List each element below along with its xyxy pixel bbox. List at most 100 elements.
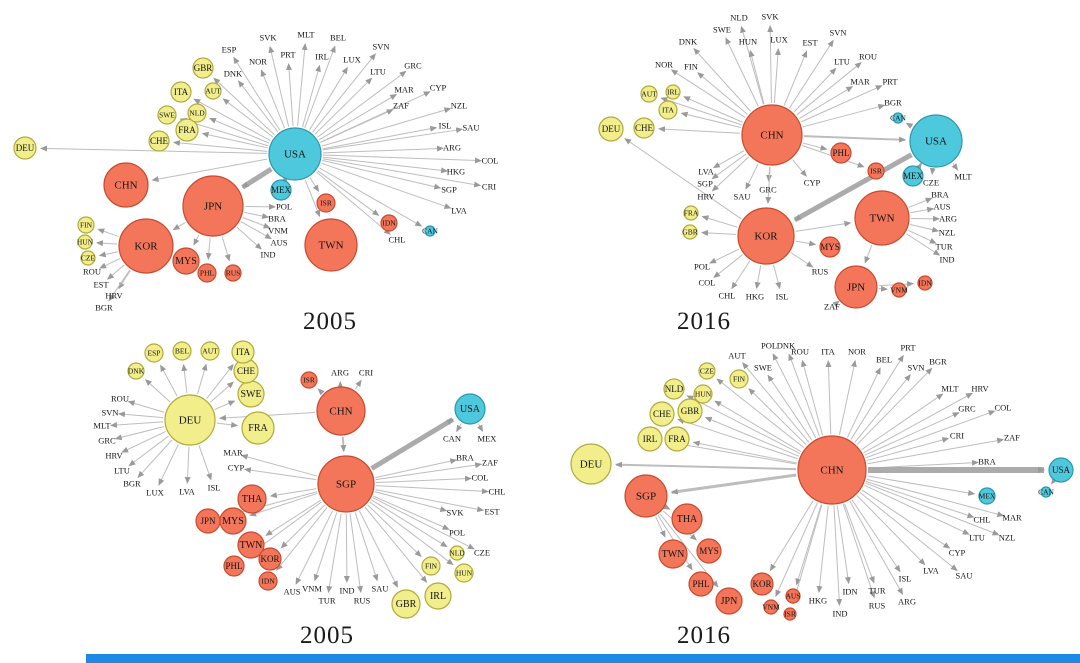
node-top-right-2016-deu: DEU: [598, 116, 624, 142]
node-label: MEX: [903, 171, 924, 181]
node-bottom-left-2005-fin: FIN: [421, 556, 441, 576]
edge-kor-hun: [95, 240, 118, 247]
node-bottom-right-2016-lva: LVA: [923, 566, 939, 576]
edge-deu-dnk: [144, 379, 171, 403]
node-bottom-right-2016-dnk: DNK: [777, 341, 796, 351]
node-label: USA: [460, 404, 481, 415]
node-bottom-right-2016-hrv: HRV: [971, 384, 989, 394]
node-top-right-2016-col: COL: [699, 278, 716, 288]
node-bottom-left-2005-esp: ESP: [144, 343, 164, 363]
node-top-left-2005-fra: FRA: [175, 118, 199, 142]
edge-twn-ind: [906, 233, 941, 256]
node-top-right-2016-jpn: JPN: [834, 265, 878, 309]
node-label: NOR: [848, 347, 866, 357]
node-label: SWE: [240, 389, 261, 400]
node-top-left-2005-gbr: GBR: [192, 57, 214, 79]
edge-chn-sgp: [670, 473, 797, 495]
node-label: SVN: [101, 408, 118, 418]
node-bottom-left-2005-gbr: GBR: [391, 589, 421, 619]
node-label: CHN: [760, 130, 783, 142]
node-label: GRC: [759, 185, 777, 195]
node-bottom-right-2016-svn: SVN: [907, 363, 924, 373]
node-label: AUS: [933, 202, 950, 212]
node-bottom-left-2005-hrv: HRV: [105, 451, 123, 461]
node-label: FRA: [178, 125, 196, 135]
node-label: SWE: [754, 363, 772, 373]
node-label: RUS: [869, 601, 886, 611]
node-label: MEX: [979, 491, 996, 500]
node-label: BRA: [978, 457, 996, 467]
node-label: SVN: [829, 28, 846, 38]
node-label: AUS: [785, 591, 800, 600]
node-bottom-left-2005-bra: BRA: [456, 453, 474, 463]
edge-chn-dnk: [788, 353, 820, 437]
node-top-right-2016-rus: RUS: [812, 267, 829, 277]
node-label: ROU: [83, 267, 101, 277]
node-top-right-2016-arg: ARG: [939, 214, 957, 224]
node-bottom-right-2016-fin: FIN: [729, 369, 749, 389]
node-label: HUN: [77, 237, 94, 246]
node-label: SGP: [336, 479, 356, 491]
node-label: SAU: [462, 123, 479, 133]
node-label: CZE: [474, 548, 490, 558]
node-label: CHL: [489, 487, 506, 497]
node-label: BEL: [330, 33, 346, 43]
node-label: FRA: [668, 434, 686, 444]
node-top-right-2016-sau: SAU: [733, 192, 750, 202]
node-top-right-2016-bra: BRA: [931, 190, 949, 200]
node-top-left-2005-can: CAN: [422, 225, 438, 237]
edge-sgp-gbr: [358, 510, 398, 588]
node-label: HKG: [809, 596, 827, 606]
node-top-right-2016-nzl: NZL: [939, 228, 956, 238]
node-top-right-2016-aut: AUT: [640, 85, 658, 103]
edge-usa-ltu: [314, 77, 373, 135]
edge-usa-svk: [268, 45, 290, 127]
node-label: POL: [694, 262, 710, 272]
node-label: BGR: [95, 303, 113, 313]
node-label: IDN: [918, 278, 932, 287]
edge-chn-svn: [788, 39, 834, 109]
node-label: NLD: [665, 384, 684, 394]
node-label: CHL: [389, 235, 406, 245]
edge-chn-arg: [849, 501, 904, 596]
node-label: EST: [484, 507, 500, 517]
node-label: THA: [242, 494, 263, 505]
node-bottom-right-2016-bel: BEL: [876, 355, 892, 365]
edge-usa-irl: [302, 64, 321, 128]
node-label: FIN: [733, 374, 746, 383]
edge-deu-lux: [158, 444, 179, 486]
node-bottom-left-2005-cze: CZE: [474, 548, 490, 558]
node-bottom-left-2005-cri: CRI: [359, 368, 373, 378]
node-label: CYP: [430, 83, 447, 93]
edge-usa-mlt: [297, 42, 308, 127]
node-label: SGP: [441, 185, 457, 195]
node-label: KOR: [134, 241, 158, 253]
node-top-right-2016-fin: FIN: [684, 62, 698, 72]
node-label: BRA: [456, 453, 474, 463]
node-label: SGP: [697, 179, 713, 189]
edge-usa-svn: [312, 53, 376, 133]
node-label: NOR: [249, 57, 267, 67]
node-label: CAN: [443, 434, 461, 444]
edge-kor-rou: [99, 258, 121, 269]
node-label: DEU: [16, 143, 35, 153]
node-top-right-2016-mlt: MLT: [954, 172, 972, 182]
edge-deu-swe: [214, 400, 236, 410]
node-label: HKG: [447, 167, 465, 177]
node-label: GRC: [404, 61, 422, 71]
edge-chn-hrv: [863, 392, 973, 454]
node-label: CHE: [653, 409, 672, 419]
edge-chn-ind: [833, 505, 843, 607]
edge-usa-mlt: [951, 163, 959, 171]
node-label: LTU: [834, 57, 850, 67]
edge-usa-lva: [321, 162, 452, 209]
edge-sgp-tha: [269, 488, 317, 499]
edge-usa-nld: [208, 117, 270, 144]
node-label: BRA: [268, 214, 286, 224]
node-label: ISR: [784, 609, 796, 618]
node-label: KOR: [752, 579, 771, 589]
edge-usa-deu: [39, 145, 268, 154]
node-label: MYS: [222, 516, 244, 527]
node-label: MYS: [175, 256, 197, 267]
node-label: GBR: [194, 63, 213, 73]
